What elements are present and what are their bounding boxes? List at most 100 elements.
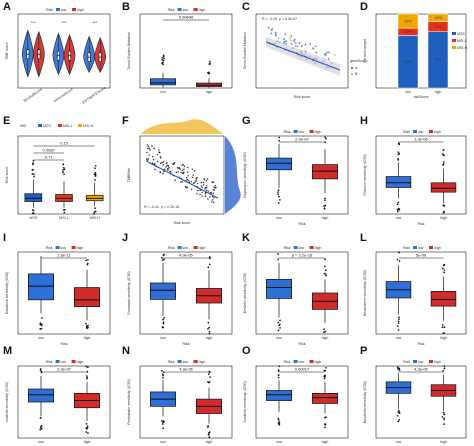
panel-h-xtick-1: high [440,216,447,220]
panel-label-k: K [242,232,250,244]
panel-p-outlier-low-0-3 [397,420,400,423]
panel-o-outlier-1-3 [323,369,326,372]
panel-j-outlier-low-0-5 [162,318,164,321]
panel-f-point-132 [179,168,182,170]
panel-k-xlabel: Risk [299,342,306,346]
panel-d-pct-0-1: 10% [404,30,412,34]
panel-c-point-54 [334,53,336,56]
panel-d-bar-1-2 [427,13,449,22]
panel-d-xtick-1: high [435,90,442,94]
panel-o-outlier-0-3 [277,370,280,372]
panel-f-point-93 [176,166,179,169]
panel-label-n: N [122,345,130,357]
panel-label-m: M [3,345,12,357]
panel-o-outlier-0-4 [277,374,280,376]
panel-f-point-96 [210,201,213,203]
panel-f-point-84 [211,199,214,201]
panel-k-legend-high-swatch [309,246,314,249]
panel-h-outlier-0-6 [398,143,401,146]
panel-l-xtick-1: high [440,336,447,340]
panel-k-legend-high-label: high [315,246,322,250]
panel-f-point-46 [184,185,187,188]
panel-g-outlier-1-4 [324,136,327,138]
panel-f-point-88 [202,184,205,186]
panel-i-legend-high-label: high [77,246,84,250]
panel-c-point-38 [267,26,270,29]
panel-e-outlier-low-0-2 [32,209,35,212]
panel-j-outlier-0-0 [161,259,164,262]
panel-f-point-117 [148,154,150,156]
panel-f-stat: R = -0.41, p < 2.2e-16 [144,205,179,209]
panel-i-outlier-low-0-4 [40,324,43,327]
panel-f-point-140 [148,147,151,150]
panel-m-legend-high-label: high [77,360,84,364]
panel-e-outlier-0-0 [32,162,34,164]
panel-d-legend-label-1: MSI-L [457,39,467,43]
panel-e-outlier-2-0 [94,164,97,167]
panel-f-trend-line [147,161,219,199]
panel-e-outlier-2-6 [94,171,97,174]
panel-e-xtick-2: MSI-H [90,216,101,220]
panel-e-outlier-low-2-3 [93,211,96,213]
panel-j-outlier-1-4 [208,256,211,258]
panel-h-ylabel: Shikonin sensitivity (IC50) [363,154,367,195]
panel-g-box-1 [312,164,339,180]
panel-g-outlier-low-0-1 [277,193,279,196]
panel-f-point-91 [204,195,207,197]
panel-j-outlier-low-0-4 [162,322,165,325]
panel-h-pvalue: 1.3e-06 [414,137,428,142]
panel-g-outlier-low-0-2 [277,191,279,194]
panel-f-point-118 [213,196,215,199]
panel-b-outlier-0-2 [162,55,165,58]
panel-j-outlier-low-1-1 [208,333,211,335]
panel-d-legend-label-2: MSI-H [457,46,468,50]
panel-b-legend-high-swatch [193,8,198,11]
panel-o-box-0 [266,390,293,401]
panel-f-point-92 [214,187,217,189]
panel-label-l: L [360,232,367,244]
panel-g-xtick-0: low [276,216,282,220]
panel-i-box-0 [28,273,54,301]
panel-c-legend-label-b: B [355,72,358,76]
panel-n-outlier-low-1-1 [208,436,211,438]
panel-e-outlier-0-4 [31,173,34,175]
panel-d-legend-label-0: MSS [457,32,465,36]
panel-i-xtick-1: high [84,336,91,340]
panel-c-ylabel: Tumor Burden Mutation [243,32,247,70]
panel-e-outlier-2-7 [94,179,96,181]
panel-h-legend-high-label: high [434,130,441,134]
panel-c-legend-title: geneScore [350,59,367,63]
panel-g-outlier-0-3 [278,136,281,139]
panel-f-point-60 [200,185,203,187]
panel-k-outlier-0-4 [277,253,279,255]
panel-l-outlier-low-0-1 [397,329,400,331]
panel-j-legend-high-swatch [193,246,198,249]
panel-f-point-70 [151,162,154,164]
panel-f-ylabel: TMBfilter [127,167,131,182]
panel-p-legend-low-label: low [418,360,424,364]
panel-l-xlabel: Risk [418,342,425,346]
panel-f-point-58 [187,179,190,182]
panel-i-outlier-low-1-5 [86,327,88,330]
panel-c-point-32 [311,47,314,50]
panel-k-outlier-low-1-0 [323,328,325,330]
panel-m-outlier-low-1-0 [85,423,88,425]
panel-m-outlier-1-6 [86,377,88,380]
panel-a-legend-low-swatch [56,8,60,11]
panel-o-outlier-0-5 [277,376,280,379]
panel-a-xcat-2: ESTIMATEScore [82,86,106,105]
panel-a-legend-high-swatch [72,8,76,11]
panel-label-i: I [3,232,6,244]
panel-g-legend-low-label: low [299,130,305,134]
panel-m-xtick-1: high [84,440,91,444]
panel-c-point-49 [293,38,296,41]
panel-e-outlier-1-2 [62,163,64,166]
panel-d-pct-0-0: 71% [404,60,412,64]
panel-label-p: P [360,345,367,357]
panel-m-legend-low-label: low [61,360,67,364]
panel-label-f: F [122,115,129,127]
panel-m-outlier-low-0-6 [40,427,43,430]
panel-label-o: O [242,345,251,357]
panel-c-point-7 [304,43,307,46]
panel-n-xtick-0: low [160,440,166,444]
